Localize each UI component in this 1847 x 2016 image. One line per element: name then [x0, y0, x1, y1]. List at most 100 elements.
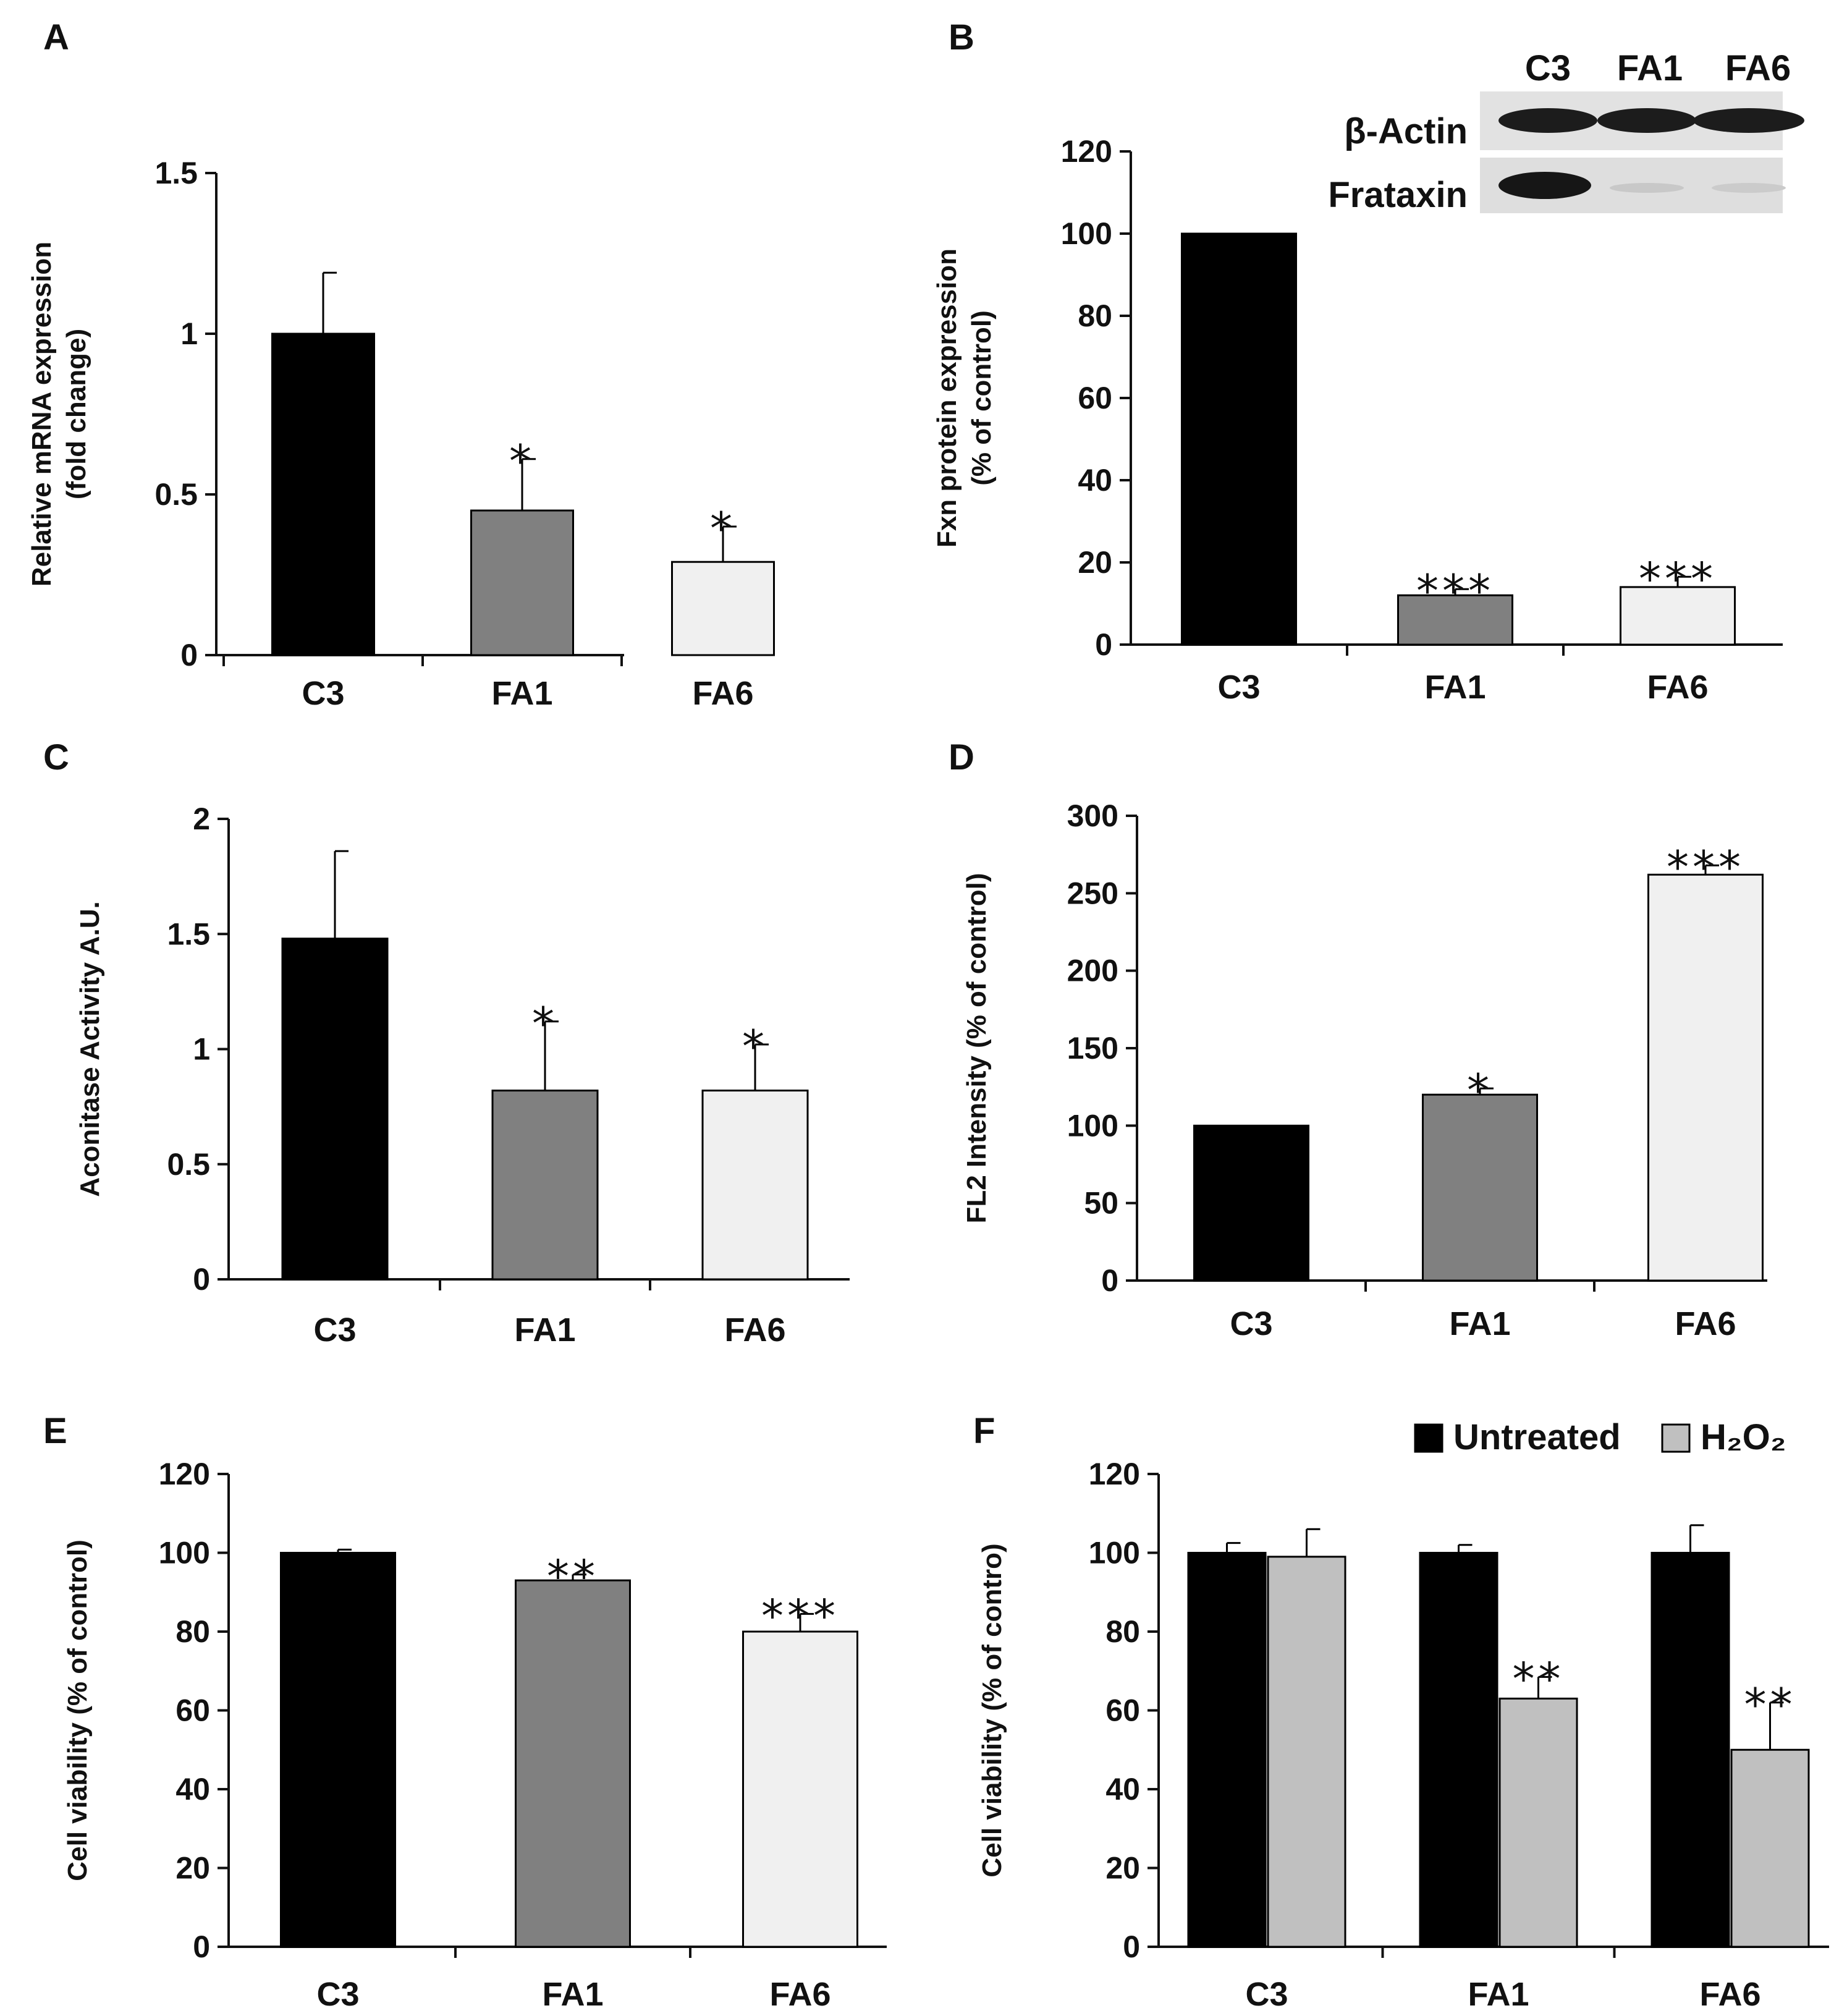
western-blot-inset: C3 FA1 FA6 β-Actin Frataxin [1328, 48, 1804, 215]
blot-band [1693, 108, 1804, 133]
legend-swatch [1414, 1423, 1443, 1453]
significance-label: *** [761, 1590, 839, 1641]
y-tick-label: 60 [175, 1693, 210, 1728]
category-label: FA6 [1699, 1976, 1760, 2013]
panel-a: A 0 0.5 1 1.5 C3 FA1 FA6 Relative mRNA expressio… [27, 17, 775, 712]
category-label: FA1 [1468, 1976, 1529, 2013]
bar [742, 1630, 858, 1948]
bar [1419, 1552, 1498, 1948]
bar [1498, 1697, 1578, 1948]
significance-label: * [532, 997, 558, 1049]
significance-label: *** [1639, 553, 1717, 604]
bar [1730, 1748, 1810, 1948]
significance-label: * [710, 502, 736, 554]
category-label: C3 [1230, 1305, 1272, 1342]
legend-label: Untreated [1453, 1417, 1621, 1457]
y-tick-label: 100 [1067, 1108, 1118, 1143]
y-axis-label-line: FL2 Intensity (% of control) [962, 873, 992, 1223]
category-label: FA6 [1675, 1305, 1736, 1342]
category-label: FA1 [514, 1311, 575, 1349]
category-label: FA6 [692, 675, 753, 712]
y-axis-label-line: (fold change) [61, 329, 91, 499]
category-label: C3 [1217, 669, 1260, 706]
y-axis-label-line: Fxn protein expression [932, 248, 962, 548]
y-tick-label: 40 [1105, 1772, 1140, 1806]
y-tick-label: 150 [1067, 1031, 1118, 1065]
y-tick-label: 40 [1078, 463, 1112, 498]
category-label: FA1 [1424, 669, 1486, 706]
bar [1267, 1556, 1346, 1948]
bar [671, 561, 775, 656]
y-axis-label: Fxn protein expression (% of control) [932, 248, 997, 548]
y-tick-label: 20 [1078, 545, 1112, 580]
category-label: FA1 [491, 675, 552, 712]
bar [1397, 594, 1513, 646]
significance-label: *** [1667, 841, 1744, 893]
category-label: FA1 [1449, 1305, 1510, 1342]
panel-letter: A [43, 17, 69, 57]
y-tick-label: 40 [175, 1772, 210, 1806]
blot-band [1498, 172, 1591, 199]
y-axis-label: FL2 Intensity (% of control) [962, 873, 992, 1223]
blot-row-label: β-Actin [1344, 111, 1468, 151]
y-tick-label: 0 [1095, 627, 1112, 662]
y-axis-label: Cell viability (% of control) [62, 1540, 93, 1881]
y-axis-label-line: Cell viability (% of control) [62, 1540, 93, 1881]
category-label: FA6 [724, 1311, 785, 1349]
blot-band [1498, 108, 1597, 133]
y-tick-label: 0.5 [167, 1147, 210, 1182]
bar [470, 509, 574, 656]
bar [1647, 873, 1764, 1282]
y-tick-label: 0 [193, 1929, 210, 1964]
bar [271, 332, 375, 656]
y-tick-label: 200 [1067, 954, 1118, 988]
y-tick-label: 1 [193, 1032, 210, 1067]
legend-swatch [1661, 1423, 1691, 1453]
y-tick-label: 0.5 [154, 477, 198, 512]
y-tick-label: 100 [159, 1536, 210, 1570]
y-tick-label: 120 [1089, 1457, 1140, 1491]
category-label: C3 [1245, 1976, 1288, 2013]
category-label: FA1 [542, 1976, 603, 2013]
panel-e: E 0 20 40 60 80 100 120 C3 FA1 FA6 Cell viability (… [43, 1411, 887, 2013]
bar [1620, 586, 1736, 646]
y-tick-label: 120 [1061, 134, 1112, 169]
bar [491, 1090, 599, 1281]
y-tick-label: 20 [1105, 1851, 1140, 1886]
y-tick-label: 2 [193, 802, 210, 836]
y-tick-label: 120 [159, 1457, 210, 1491]
legend-label: H₂O₂ [1701, 1417, 1786, 1457]
panel-d: D 0 50 100 150 200 250 300 C3 FA1 FA6 FL2 Intensity… [949, 737, 1767, 1342]
legend: Untreated H₂O₂ [1414, 1417, 1786, 1457]
bar [1650, 1552, 1730, 1948]
bar [515, 1579, 631, 1948]
y-axis-label-line: (% of control) [966, 310, 997, 486]
bar [281, 938, 389, 1281]
y-tick-label: 60 [1078, 381, 1112, 415]
blot-row-label: Frataxin [1328, 175, 1468, 215]
category-label: FA6 [769, 1976, 831, 2013]
y-axis-label-line: Relative mRNA expression [27, 242, 57, 587]
significance-label: ** [1744, 1679, 1796, 1730]
y-tick-label: 100 [1061, 216, 1112, 251]
panel-b: B 0 20 40 60 80 100 120 C3 FA1 FA6 Fxn protein expr… [932, 17, 1804, 706]
y-tick-label: 0 [193, 1262, 210, 1297]
panel-c: C 0 0.5 1 1.5 2 C3 FA1 FA6 Aconitase Activity A.U… [43, 737, 850, 1349]
panel-letter: B [949, 17, 974, 57]
category-label: C3 [302, 675, 344, 712]
significance-label: * [742, 1020, 768, 1072]
y-tick-label: 250 [1067, 876, 1118, 910]
category-label: C3 [313, 1311, 356, 1349]
y-tick-label: 20 [175, 1851, 210, 1886]
panel-letter: F [973, 1411, 995, 1451]
y-tick-label: 1.5 [167, 917, 210, 951]
blot-lane-label: FA6 [1725, 48, 1791, 88]
bar [701, 1090, 809, 1281]
blot-lane-label: C3 [1525, 48, 1571, 88]
significance-label: * [1467, 1064, 1493, 1116]
blot-band-faint [1610, 183, 1684, 193]
blot-band [1597, 108, 1696, 133]
panel-letter: E [43, 1411, 67, 1451]
panel-letter: D [949, 737, 974, 777]
